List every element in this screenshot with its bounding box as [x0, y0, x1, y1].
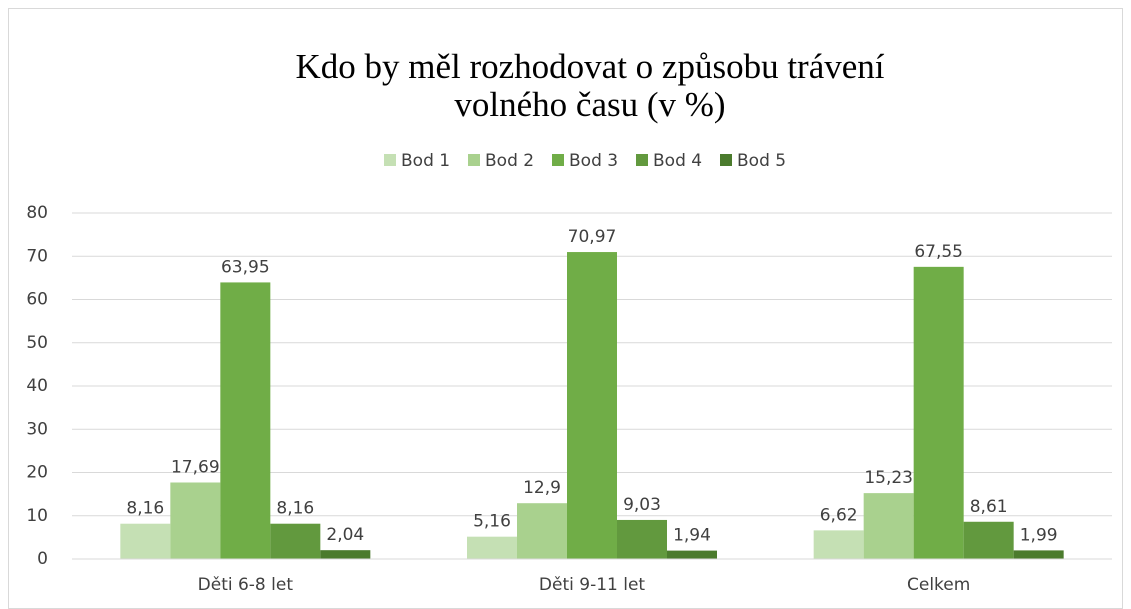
- y-tick-label: 60: [26, 290, 48, 310]
- data-label: 6,62: [820, 505, 858, 525]
- data-label: 5,16: [473, 512, 511, 532]
- data-label: 70,97: [568, 227, 617, 247]
- bar: [320, 550, 371, 559]
- bar: [170, 482, 221, 559]
- x-tick-label: Celkem: [907, 575, 970, 595]
- bar: [863, 493, 914, 559]
- legend-swatch: [384, 154, 396, 166]
- x-tick-label: Děti 9-11 let: [539, 575, 646, 595]
- legend-label: Bod 1: [401, 151, 450, 171]
- data-label: 2,04: [326, 525, 364, 545]
- y-tick-label: 30: [26, 419, 48, 439]
- legend-swatch: [720, 154, 732, 166]
- bar: [270, 523, 321, 559]
- data-label: 8,61: [970, 497, 1008, 517]
- data-label: 1,94: [673, 526, 711, 546]
- bar: [813, 530, 864, 559]
- bar: [517, 503, 567, 559]
- legend-swatch: [636, 154, 648, 166]
- legend-swatch: [552, 154, 564, 166]
- bar: [220, 282, 271, 559]
- x-tick-label: Děti 6-8 let: [198, 575, 294, 595]
- data-label: 1,99: [1020, 525, 1058, 545]
- legend-swatch: [468, 154, 480, 166]
- y-tick-label: 70: [26, 246, 48, 266]
- data-label: 63,95: [221, 257, 270, 277]
- data-label: 12,9: [523, 478, 561, 498]
- legend-label: Bod 4: [653, 151, 702, 171]
- y-tick-label: 80: [26, 203, 48, 223]
- chart-title: Kdo by měl rozhodovat o způsobu trávení: [295, 47, 884, 86]
- bar: [963, 521, 1014, 559]
- bar: [467, 536, 517, 559]
- y-tick-label: 20: [26, 463, 48, 483]
- bar: [913, 266, 964, 559]
- data-label: 8,16: [276, 499, 314, 519]
- y-tick-label: 40: [26, 376, 48, 396]
- bar: [617, 519, 667, 559]
- chart-title: volného času (v %): [454, 85, 725, 124]
- legend-label: Bod 2: [485, 151, 534, 171]
- y-tick-label: 0: [37, 549, 48, 569]
- bar: [1013, 550, 1064, 559]
- y-tick-label: 50: [26, 333, 48, 353]
- data-label: 8,16: [126, 499, 164, 519]
- data-label: 9,03: [623, 495, 661, 515]
- bar: [120, 523, 171, 559]
- legend-label: Bod 3: [569, 151, 618, 171]
- data-label: 17,69: [171, 457, 220, 477]
- y-tick-label: 10: [26, 506, 48, 526]
- bar: [567, 252, 617, 559]
- data-label: 67,55: [914, 242, 963, 262]
- data-label: 15,23: [864, 468, 913, 488]
- bar: [667, 550, 717, 559]
- legend-label: Bod 5: [737, 151, 786, 171]
